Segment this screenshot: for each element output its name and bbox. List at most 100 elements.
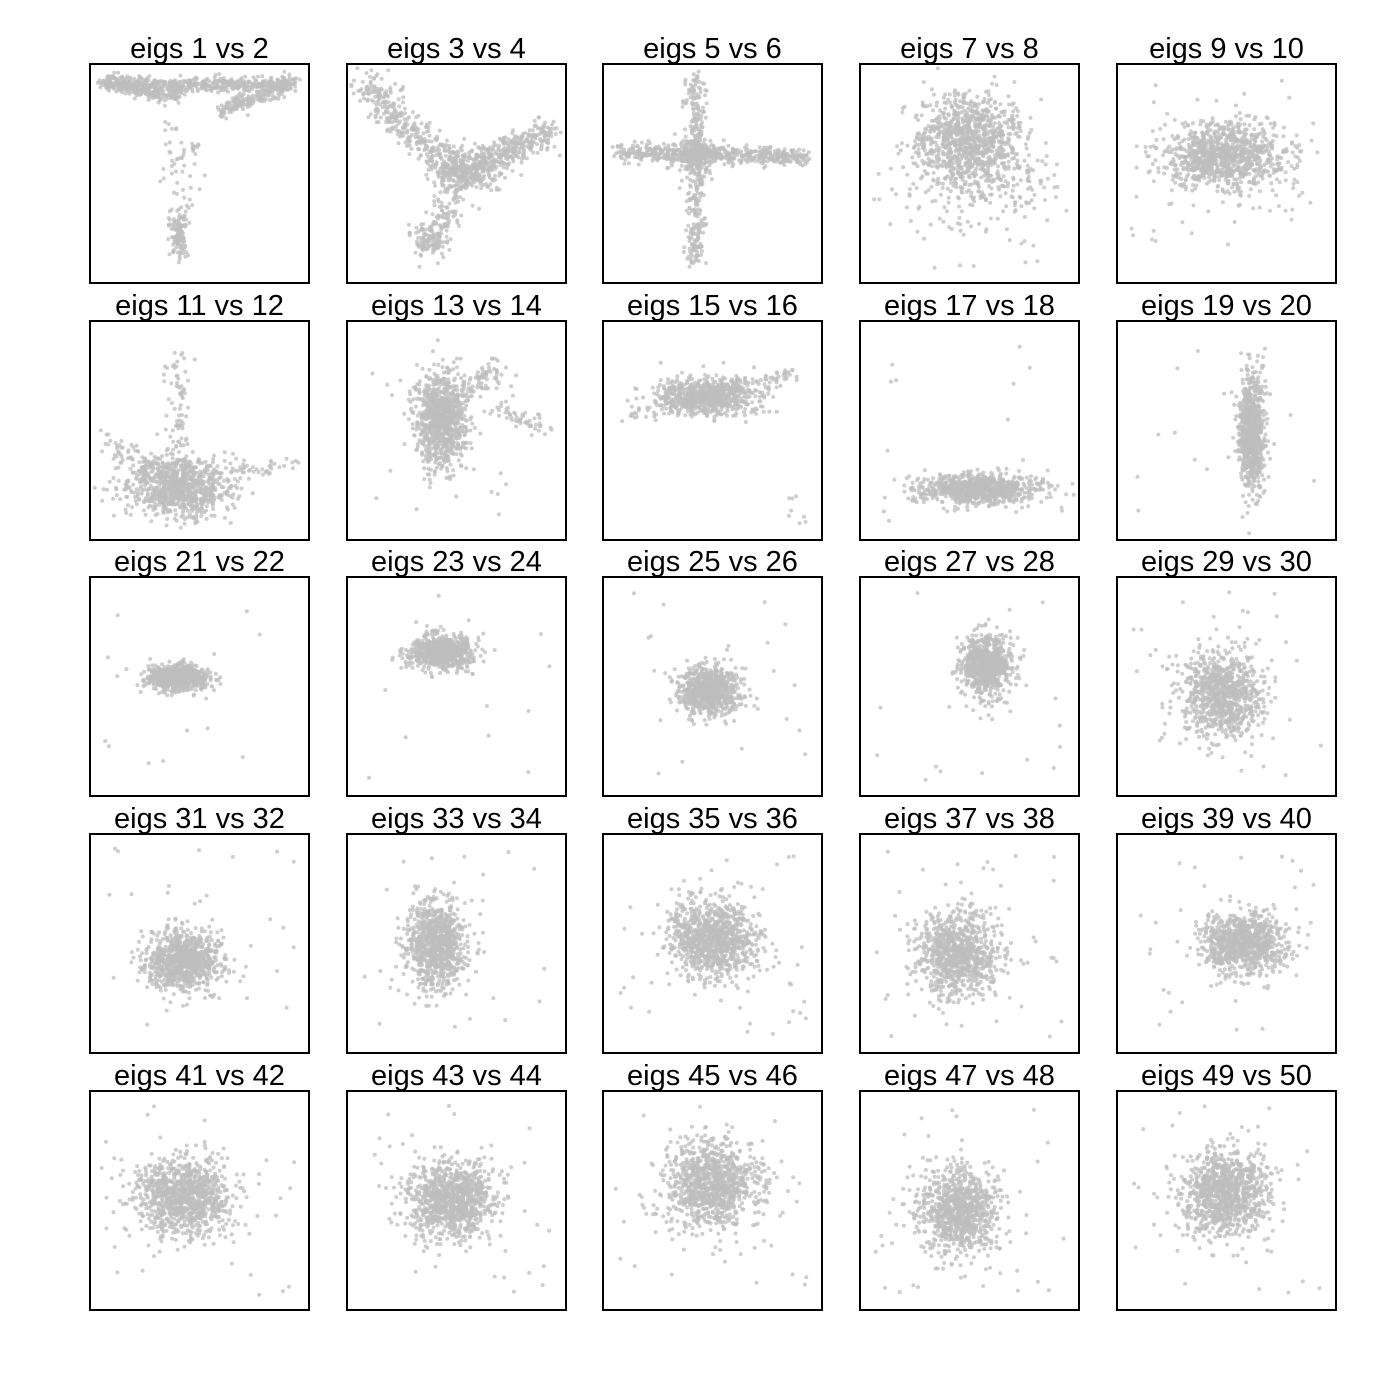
data-point (916, 151, 921, 156)
data-point (1003, 191, 1008, 196)
data-point (403, 140, 408, 145)
data-point (970, 196, 975, 201)
data-point (946, 97, 951, 102)
data-point (440, 178, 445, 183)
data-point (1236, 189, 1241, 193)
data-point (691, 78, 696, 83)
data-point (1001, 165, 1006, 170)
data-point (297, 77, 302, 82)
data-point (953, 181, 958, 186)
data-point (776, 151, 781, 156)
data-point (772, 159, 777, 164)
data-point (506, 144, 511, 149)
data-point (417, 140, 422, 144)
data-point (968, 165, 973, 170)
data-point (480, 158, 485, 163)
data-point (443, 145, 448, 150)
data-point (417, 264, 422, 269)
data-point (788, 154, 793, 159)
data-point (527, 141, 532, 146)
data-point (394, 128, 399, 133)
data-point (940, 142, 945, 147)
data-point (980, 167, 985, 172)
data-point (505, 162, 510, 167)
data-point (677, 186, 682, 191)
data-point (876, 171, 881, 176)
data-point (699, 113, 704, 118)
data-point (955, 103, 960, 108)
data-point (1260, 139, 1264, 144)
data-point (112, 70, 117, 75)
data-point (168, 150, 173, 155)
data-point (1243, 137, 1248, 142)
data-point (694, 164, 699, 169)
data-point (973, 179, 978, 184)
data-point (1026, 186, 1031, 191)
data-point (958, 263, 962, 268)
data-point (1006, 181, 1010, 186)
data-point (967, 188, 971, 193)
data-point (218, 88, 223, 93)
data-point (761, 160, 766, 165)
data-point (115, 84, 120, 89)
data-point (374, 120, 379, 125)
data-point (469, 173, 474, 178)
data-point (733, 147, 738, 152)
data-point (698, 195, 703, 199)
data-point (915, 135, 919, 140)
data-point (444, 228, 449, 233)
data-point (515, 135, 519, 140)
data-point (445, 240, 450, 245)
data-point (440, 208, 445, 213)
data-point (967, 88, 972, 93)
data-point (978, 116, 983, 121)
data-point (446, 148, 451, 153)
data-point (1016, 134, 1021, 139)
data-point (245, 113, 250, 118)
data-point (954, 137, 959, 142)
data-point (441, 255, 446, 260)
data-point (480, 143, 485, 148)
data-point (462, 171, 467, 176)
data-point (1064, 208, 1069, 213)
data-point (372, 85, 377, 90)
data-point (245, 105, 250, 109)
data-point (990, 81, 995, 86)
data-point (471, 166, 476, 171)
data-point (690, 101, 695, 106)
data-point (476, 145, 481, 150)
data-point (455, 175, 460, 180)
data-point (1007, 137, 1012, 142)
data-point (456, 170, 461, 175)
data-point (681, 138, 686, 143)
data-point (741, 156, 746, 161)
data-point (442, 148, 447, 153)
data-point (693, 124, 698, 129)
data-point (526, 133, 531, 138)
data-point (872, 197, 877, 202)
data-point (686, 164, 690, 169)
data-point (966, 135, 971, 140)
data-point (246, 79, 251, 84)
data-point (738, 161, 743, 166)
data-point (1242, 122, 1247, 127)
data-point (144, 85, 149, 90)
data-point (105, 74, 110, 79)
data-point (261, 79, 266, 84)
data-point (647, 147, 652, 151)
data-point (945, 155, 950, 160)
data-point (441, 183, 446, 188)
data-point (388, 129, 393, 134)
data-point (752, 149, 757, 154)
data-point (435, 235, 440, 240)
data-point (730, 150, 735, 155)
data-point (974, 111, 979, 116)
data-point (530, 128, 535, 133)
data-point (398, 119, 402, 124)
scatter-panel: eigs 9 vs 10 (1116, 33, 1337, 284)
data-point (983, 229, 988, 234)
data-point (384, 120, 389, 124)
data-point (963, 118, 968, 123)
data-point (486, 150, 491, 155)
data-point (268, 90, 273, 95)
